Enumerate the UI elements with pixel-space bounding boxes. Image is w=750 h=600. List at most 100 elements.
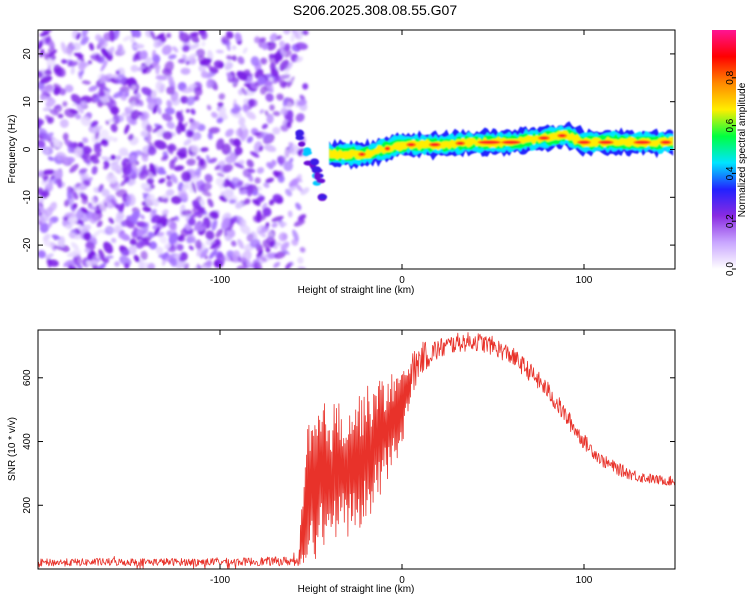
noise-blob (197, 55, 207, 64)
noise-blob (201, 41, 206, 47)
snr-panel: -100 0 100 200 400 600 Height of straight lin… (7, 329, 676, 595)
noise-blob (201, 219, 208, 227)
noise-blob (112, 137, 118, 142)
noise-blob (91, 125, 103, 134)
noise-blob (179, 122, 188, 133)
noise-blob (64, 84, 74, 93)
noise-blob (130, 64, 139, 73)
signal-hotspot (599, 141, 612, 144)
noise-blob (108, 118, 116, 123)
noise-blob (295, 113, 305, 123)
noise-blob (105, 120, 110, 125)
signal-hotspot (359, 152, 364, 156)
noise-blob (176, 243, 184, 251)
noise-blob (53, 83, 62, 91)
noise-blob (257, 75, 267, 85)
x-tick-label: 0 (399, 575, 405, 586)
signal-hotspot (579, 141, 589, 144)
noise-blob (133, 254, 140, 263)
noise-blob (146, 177, 154, 185)
noise-blob (196, 245, 203, 257)
noise-blob (62, 132, 69, 141)
noise-blob (159, 235, 168, 244)
noise-blob (127, 133, 134, 141)
noise-blob (120, 249, 130, 256)
noise-blob (94, 142, 102, 149)
noise-blob (52, 245, 65, 251)
noise-blob (100, 48, 110, 58)
noise-blob (41, 180, 45, 186)
noise-blob (261, 123, 268, 130)
noise-blob (292, 229, 299, 242)
noise-blob (191, 31, 199, 37)
noise-blob (224, 62, 234, 71)
x-tick-label: 100 (576, 275, 593, 286)
noise-blob (69, 163, 79, 173)
noise-blob (189, 121, 201, 131)
noise-blob (80, 207, 89, 214)
noise-blob (84, 247, 91, 254)
signal-hotspot (539, 136, 548, 140)
transition-blob (316, 178, 326, 184)
snr-axes: -100 0 100 200 400 600 (22, 330, 675, 586)
noise-blob (88, 211, 98, 224)
noise-blob (217, 63, 224, 68)
noise-blob (169, 257, 178, 267)
noise-blob (95, 263, 107, 269)
noise-blob (90, 120, 99, 128)
noise-blob (276, 35, 282, 40)
noise-blob (190, 108, 196, 115)
colorbar-tick-label: 0.0 (725, 262, 736, 276)
noise-blob (82, 156, 91, 165)
noise-blob (156, 105, 162, 115)
noise-blob (161, 209, 169, 216)
noise-blob (275, 241, 282, 246)
noise-blob (215, 228, 224, 238)
noise-blob (68, 45, 76, 50)
noise-blob (235, 201, 244, 209)
noise-blob (74, 182, 81, 188)
noise-blob (283, 50, 292, 58)
noise-blob (263, 182, 270, 188)
noise-blob (44, 84, 54, 94)
noise-blob (247, 168, 256, 173)
noise-blob (142, 221, 150, 235)
noise-blob (162, 68, 173, 77)
noise-blob (129, 155, 137, 162)
colorbar-tick-label: 0.2 (725, 214, 736, 228)
noise-blob (225, 128, 234, 138)
noise-blob (246, 184, 254, 197)
noise-blob (130, 84, 137, 91)
noise-blob (71, 242, 79, 250)
noise-blob (45, 34, 51, 45)
transition-blob (298, 141, 306, 147)
noise-blob (205, 239, 213, 246)
noise-blob (185, 53, 197, 62)
noise-blob (57, 113, 64, 119)
signal-band (329, 130, 674, 160)
noise-blob (173, 156, 178, 163)
noise-blob (130, 30, 142, 38)
noise-blob (45, 253, 54, 259)
noise-blob (283, 160, 294, 172)
spectrogram-x-axis-label: Height of straight line (km) (298, 285, 415, 296)
noise-blob (88, 42, 95, 51)
noise-blob (38, 250, 46, 259)
noise-blob (195, 239, 202, 250)
colorbar: 0.0 0.2 0.4 0.6 0.8 Normalized spectral ampl… (712, 30, 748, 276)
noise-blob (66, 156, 75, 164)
noise-blob (230, 240, 237, 247)
noise-blob (186, 158, 196, 166)
noise-blob (158, 178, 166, 184)
noise-blob (78, 219, 84, 227)
noise-blob (280, 124, 289, 132)
noise-blob (79, 168, 88, 174)
snr-frame (37, 329, 676, 570)
noise-blob (270, 68, 279, 77)
noise-blob (152, 49, 156, 59)
noise-blob (126, 193, 136, 206)
noise-blob (278, 232, 288, 242)
y-tick-label: 400 (22, 433, 33, 450)
noise-blob (267, 231, 274, 238)
